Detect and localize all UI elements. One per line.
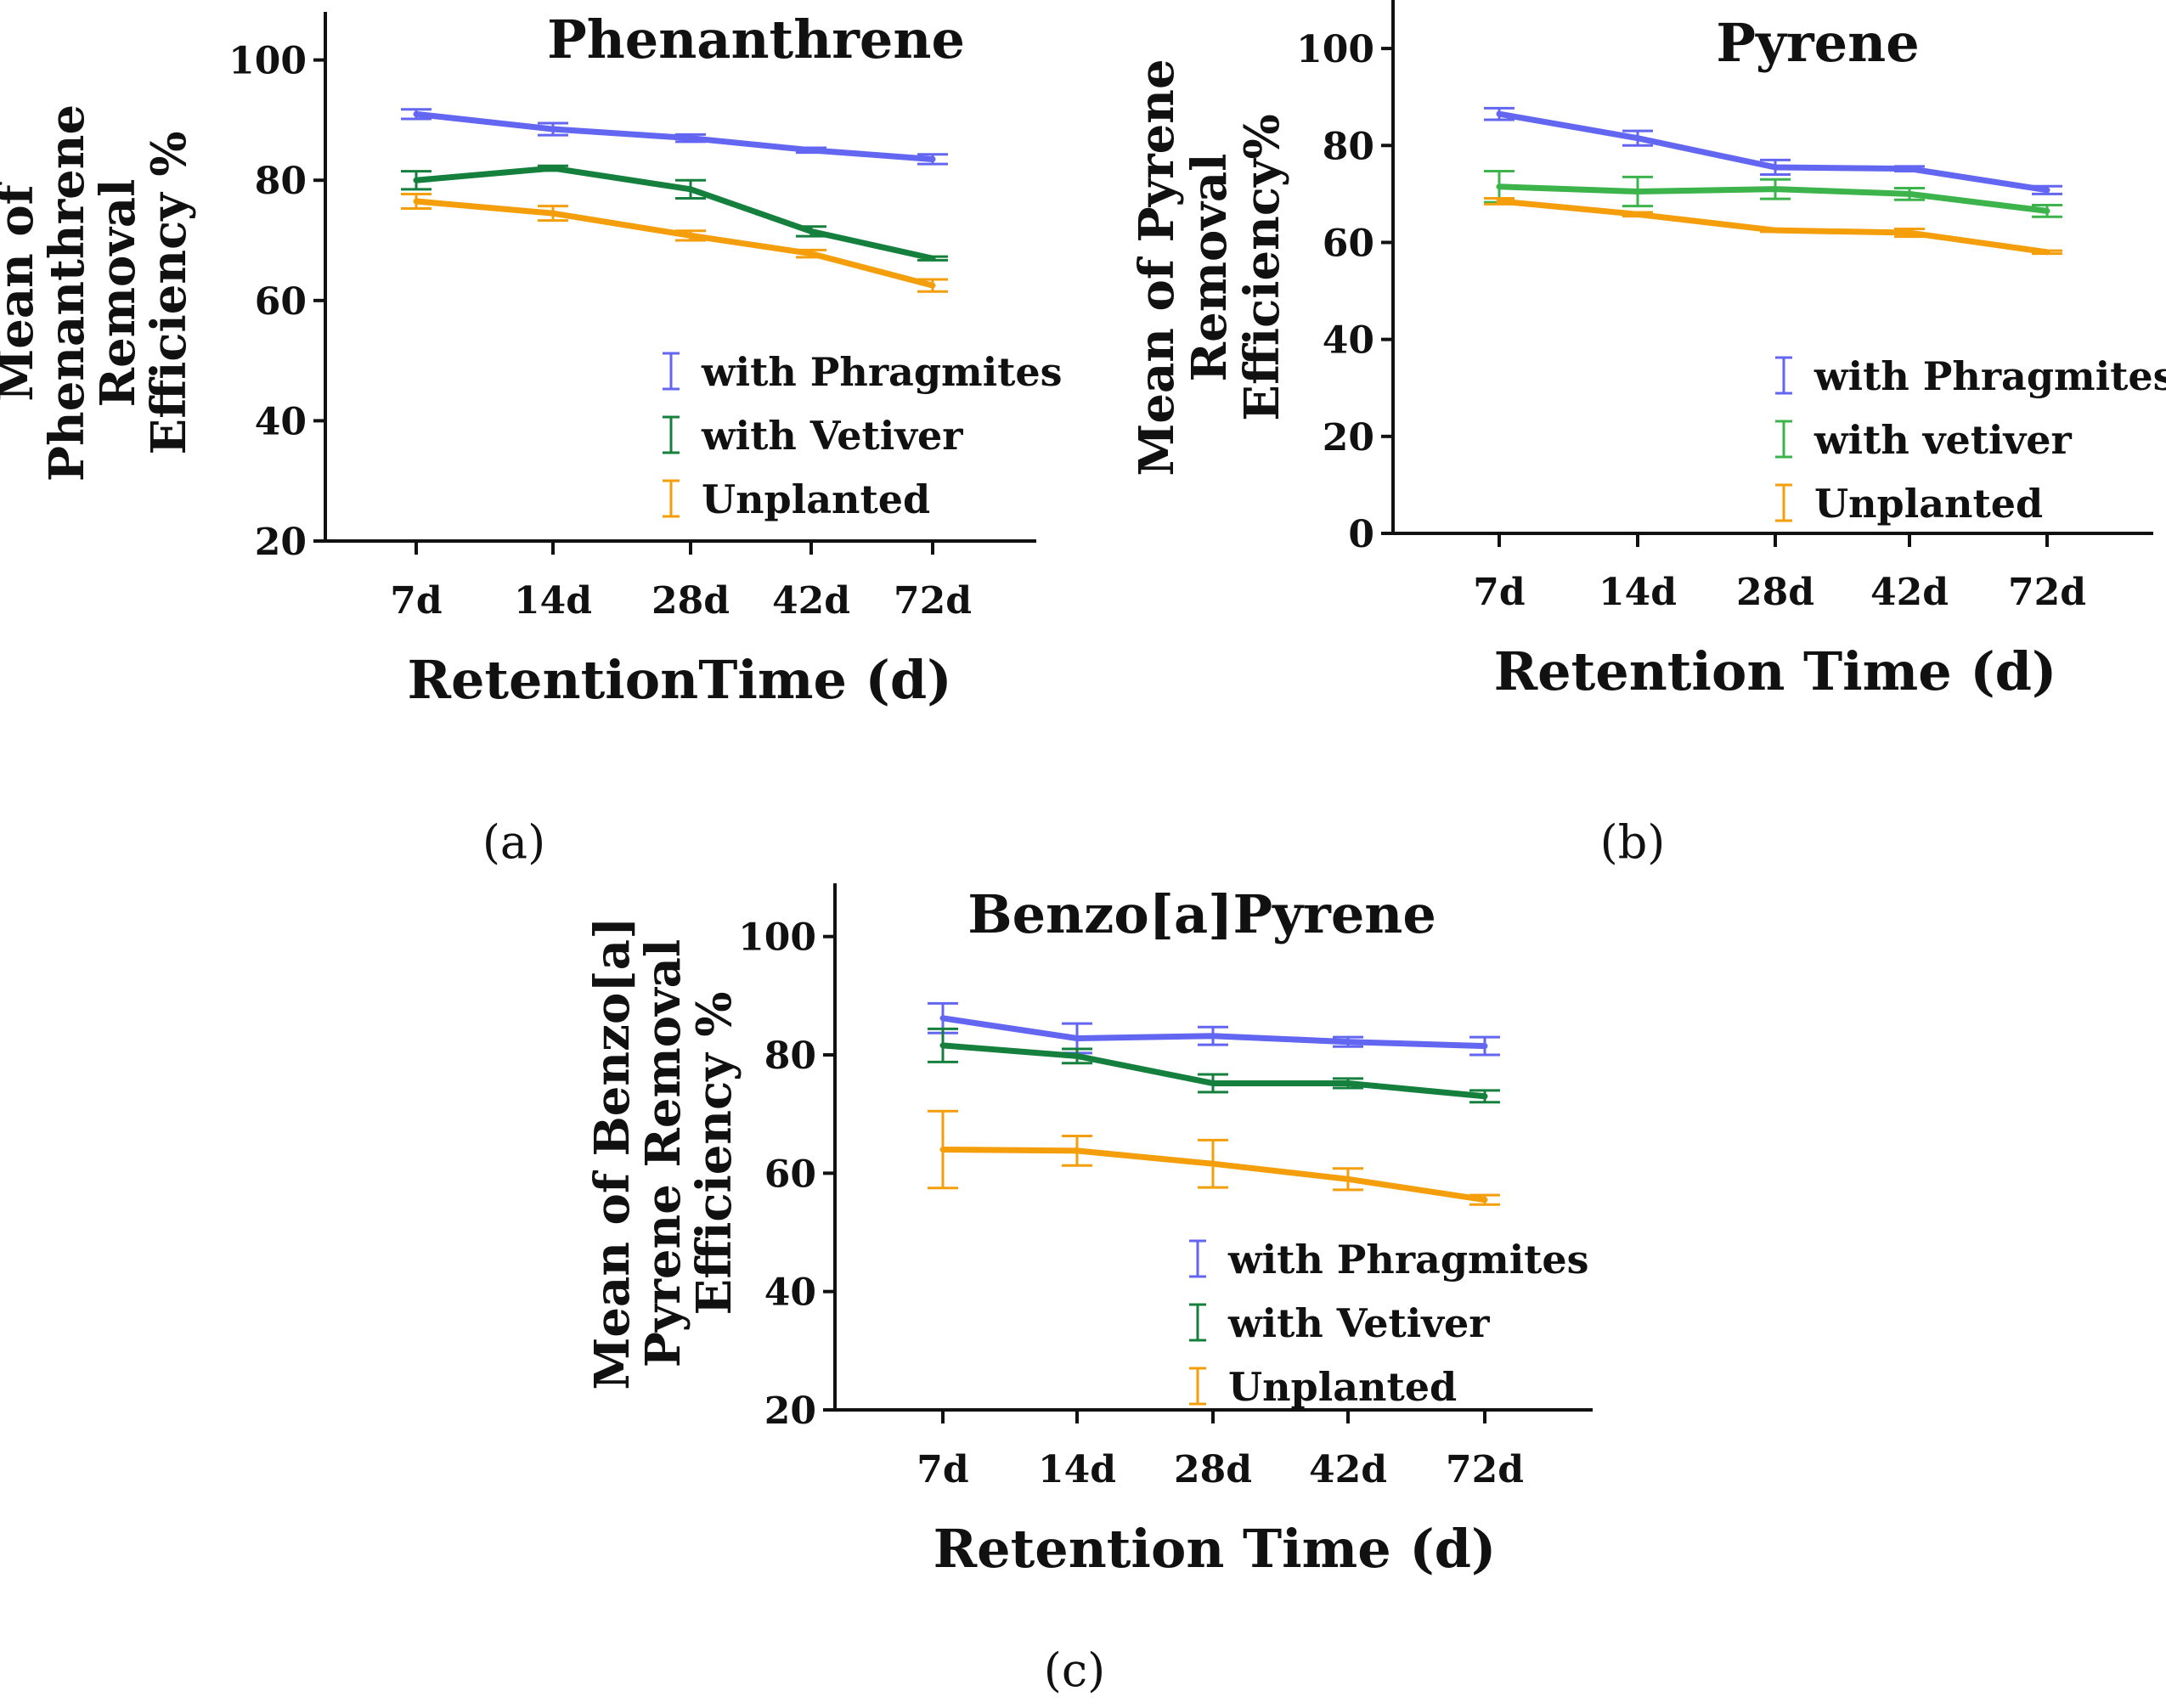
x-axis-label: Retention Time (d) xyxy=(1494,640,2057,702)
x-tick-label: 7d xyxy=(390,579,442,623)
series-line xyxy=(1496,198,2050,256)
chart-benzo-a-pyrene: 20 40 60 80 100 7d 14d 28d 42d 72d Benzo[a]Pyrene R… xyxy=(584,883,1593,1697)
series-line xyxy=(413,165,936,262)
chart-title: Phenanthrene xyxy=(547,8,965,70)
y-axis-label-line: Efficiency% xyxy=(1234,114,1290,420)
y-tick-label: 20 xyxy=(1323,416,1374,459)
legend-label: Unplanted xyxy=(1228,1364,1457,1410)
legend-label: with Vetiver xyxy=(701,413,963,459)
chart-pyrene: 0 20 40 60 80 100 7d 14d 28d 42d 72d Pyrene Retentio… xyxy=(1129,0,2166,869)
legend-label: with Vetiver xyxy=(1227,1300,1490,1346)
legend-item: with Vetiver xyxy=(1189,1300,1490,1346)
y-tick-label: 0 xyxy=(1348,513,1374,556)
legend-item: with Vetiver xyxy=(663,413,963,459)
chart-phenanthrene: 20 40 60 80 100 7d 14d 28d 42d 72d Phenanthrene Ret… xyxy=(0,8,1063,869)
x-tick-label: 72d xyxy=(2008,571,2086,614)
legend-item: with Phragmites xyxy=(1189,1237,1589,1282)
legend-label: with vetiver xyxy=(1813,417,2072,463)
legend-label: with Phragmites xyxy=(1813,353,2166,399)
y-axis-label: Mean ofPhenanthreneRemovalEfficiency % xyxy=(0,104,197,482)
x-tick-label: 28d xyxy=(651,579,730,623)
x-tick-label: 28d xyxy=(1736,571,1814,614)
legend-label: Unplanted xyxy=(1814,481,2043,527)
legend-item: with Phragmites xyxy=(663,349,1063,395)
x-tick-label: 7d xyxy=(917,1448,968,1491)
y-axis-label-line: Efficiency % xyxy=(686,992,742,1316)
legend-item: with vetiver xyxy=(1775,417,2072,463)
y-tick-label: 60 xyxy=(255,280,307,324)
y-axis-label-line: Mean of Benzo[a] xyxy=(584,916,640,1390)
panel-label: (c) xyxy=(1044,1643,1105,1697)
legend-label: Unplanted xyxy=(702,476,930,522)
y-tick-label: 80 xyxy=(255,160,307,203)
legend-label: with Phragmites xyxy=(701,349,1063,395)
y-axis-label: Mean of PyreneRemovalEfficiency% xyxy=(1129,59,1290,476)
x-axis-label: Retention Time (d) xyxy=(934,1518,1497,1580)
panel-label: (b) xyxy=(1600,815,1666,869)
y-tick-label: 100 xyxy=(1296,28,1374,71)
x-tick-label: 28d xyxy=(1174,1448,1252,1491)
y-tick-label: 20 xyxy=(255,521,307,564)
y-axis-label-line: Efficiency % xyxy=(141,132,197,455)
x-tick-label: 72d xyxy=(1446,1448,1524,1491)
x-tick-label: 7d xyxy=(1473,571,1525,614)
y-axis-label-line: Pyrene Removal xyxy=(635,939,691,1368)
x-tick-label: 14d xyxy=(1599,571,1677,614)
y-axis-label-line: Removal xyxy=(90,179,146,408)
y-tick-label: 40 xyxy=(255,400,307,443)
legend-item: with Phragmites xyxy=(1775,353,2166,399)
legend-item: Unplanted xyxy=(1189,1364,1457,1410)
x-tick-label: 42d xyxy=(1309,1448,1387,1491)
y-axis-label-line: Phenanthrene xyxy=(39,104,95,482)
panel-label: (a) xyxy=(482,815,545,869)
y-tick-label: 40 xyxy=(1323,319,1374,363)
legend: with Phragmites with Vetiver Unplanted xyxy=(663,349,1063,522)
y-tick-label: 40 xyxy=(764,1271,816,1315)
y-tick-label: 60 xyxy=(764,1153,816,1196)
x-tick-label: 42d xyxy=(1870,571,1949,614)
legend-item: Unplanted xyxy=(663,476,930,522)
y-tick-label: 60 xyxy=(1323,222,1374,265)
y-tick-label: 100 xyxy=(738,916,816,960)
y-axis-label-line: Removal xyxy=(1182,154,1238,382)
x-axis-label: RetentionTime (d) xyxy=(407,649,951,711)
legend: with Phragmites with Vetiver Unplanted xyxy=(1189,1237,1589,1410)
x-tick-label: 72d xyxy=(894,579,972,623)
chart-title: Pyrene xyxy=(1716,12,1919,74)
legend-item: Unplanted xyxy=(1775,481,2043,527)
y-tick-label: 20 xyxy=(764,1390,816,1433)
y-tick-label: 80 xyxy=(764,1034,816,1078)
legend: with Phragmites with vetiver Unplanted xyxy=(1775,353,2166,527)
x-tick-label: 42d xyxy=(772,579,850,623)
y-axis-label: Mean of Benzo[a]Pyrene RemovalEfficiency… xyxy=(584,916,742,1390)
chart-title: Benzo[a]Pyrene xyxy=(967,883,1436,945)
x-tick-label: 14d xyxy=(514,579,592,623)
y-tick-label: 100 xyxy=(228,40,307,83)
y-tick-label: 80 xyxy=(1323,125,1374,168)
series-line xyxy=(413,110,936,162)
legend-label: with Phragmites xyxy=(1227,1237,1589,1282)
y-axis-label-line: Mean of xyxy=(0,181,44,401)
x-tick-label: 14d xyxy=(1038,1448,1116,1491)
y-axis-label-line: Mean of Pyrene xyxy=(1129,59,1185,476)
